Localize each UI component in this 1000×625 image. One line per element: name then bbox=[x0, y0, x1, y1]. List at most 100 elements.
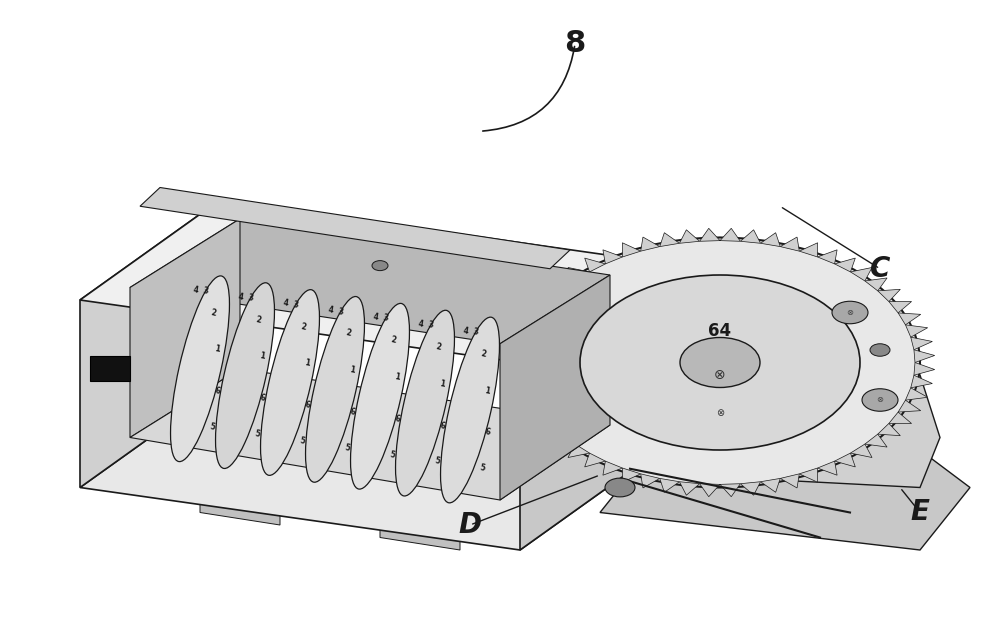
Polygon shape bbox=[380, 488, 460, 550]
Polygon shape bbox=[878, 424, 900, 436]
Polygon shape bbox=[660, 478, 679, 492]
Ellipse shape bbox=[306, 296, 364, 482]
Polygon shape bbox=[740, 230, 761, 243]
Circle shape bbox=[580, 275, 860, 450]
Text: 8: 8 bbox=[564, 29, 586, 58]
Polygon shape bbox=[761, 232, 780, 247]
Text: 2: 2 bbox=[300, 322, 306, 331]
Circle shape bbox=[870, 344, 890, 356]
Polygon shape bbox=[540, 424, 562, 436]
Polygon shape bbox=[911, 375, 932, 388]
Text: 3: 3 bbox=[202, 286, 209, 296]
Text: 3: 3 bbox=[247, 293, 254, 302]
Polygon shape bbox=[720, 228, 740, 241]
Text: 6: 6 bbox=[439, 421, 446, 431]
Polygon shape bbox=[911, 337, 932, 350]
Text: 1: 1 bbox=[349, 365, 356, 375]
Polygon shape bbox=[130, 369, 610, 500]
Circle shape bbox=[832, 301, 868, 324]
Ellipse shape bbox=[351, 303, 409, 489]
Polygon shape bbox=[799, 242, 818, 257]
Polygon shape bbox=[603, 461, 622, 475]
Circle shape bbox=[372, 261, 388, 271]
Polygon shape bbox=[850, 268, 872, 281]
Polygon shape bbox=[568, 268, 590, 281]
Polygon shape bbox=[80, 200, 660, 362]
Polygon shape bbox=[799, 468, 818, 482]
Polygon shape bbox=[600, 438, 970, 550]
Text: 4: 4 bbox=[373, 312, 379, 322]
Polygon shape bbox=[679, 230, 700, 243]
Polygon shape bbox=[641, 237, 660, 251]
Polygon shape bbox=[622, 242, 641, 257]
Text: 4: 4 bbox=[463, 326, 469, 336]
Polygon shape bbox=[500, 275, 610, 500]
Text: 4: 4 bbox=[328, 306, 334, 315]
Polygon shape bbox=[540, 289, 562, 301]
Polygon shape bbox=[100, 438, 180, 500]
Polygon shape bbox=[520, 262, 660, 550]
Polygon shape bbox=[889, 412, 912, 424]
Polygon shape bbox=[505, 350, 526, 362]
Polygon shape bbox=[865, 434, 887, 447]
Text: C: C bbox=[870, 255, 890, 282]
Text: 2: 2 bbox=[210, 308, 216, 318]
Polygon shape bbox=[620, 238, 940, 488]
Text: 5: 5 bbox=[299, 436, 306, 446]
Text: ⊗: ⊗ bbox=[716, 408, 724, 418]
Polygon shape bbox=[508, 337, 529, 350]
Polygon shape bbox=[700, 228, 720, 241]
Polygon shape bbox=[740, 482, 761, 495]
Text: 6: 6 bbox=[214, 386, 221, 396]
Ellipse shape bbox=[171, 276, 229, 462]
Polygon shape bbox=[835, 453, 855, 467]
Polygon shape bbox=[622, 468, 641, 482]
Text: 1: 1 bbox=[439, 379, 446, 389]
Text: 1: 1 bbox=[484, 386, 491, 396]
Text: 5: 5 bbox=[209, 422, 216, 432]
Text: 1: 1 bbox=[214, 344, 221, 354]
Polygon shape bbox=[528, 412, 551, 424]
Text: 3: 3 bbox=[382, 314, 389, 323]
Polygon shape bbox=[90, 356, 130, 381]
Text: 3: 3 bbox=[427, 321, 434, 330]
Polygon shape bbox=[553, 434, 575, 447]
Text: 6: 6 bbox=[394, 414, 401, 424]
Text: 2: 2 bbox=[390, 336, 396, 345]
Text: 4: 4 bbox=[193, 285, 199, 294]
Polygon shape bbox=[130, 219, 610, 344]
Polygon shape bbox=[700, 484, 720, 497]
Polygon shape bbox=[905, 325, 928, 337]
Polygon shape bbox=[818, 250, 837, 264]
Circle shape bbox=[520, 238, 920, 488]
Text: 6: 6 bbox=[259, 393, 266, 403]
Polygon shape bbox=[914, 362, 935, 375]
Polygon shape bbox=[898, 400, 921, 412]
Text: 4: 4 bbox=[283, 299, 289, 308]
Polygon shape bbox=[80, 388, 660, 550]
Circle shape bbox=[680, 338, 760, 388]
Polygon shape bbox=[585, 258, 605, 272]
Text: 3: 3 bbox=[337, 307, 344, 316]
Text: 5: 5 bbox=[479, 463, 486, 473]
Text: 3: 3 bbox=[472, 328, 479, 337]
Ellipse shape bbox=[396, 310, 454, 496]
Polygon shape bbox=[878, 289, 900, 301]
Text: ⊗: ⊗ bbox=[876, 396, 884, 404]
Polygon shape bbox=[568, 444, 590, 458]
Text: E: E bbox=[910, 499, 930, 526]
Polygon shape bbox=[905, 388, 928, 400]
Ellipse shape bbox=[261, 289, 319, 476]
Text: 2: 2 bbox=[435, 342, 441, 352]
Polygon shape bbox=[603, 250, 622, 264]
Text: 5: 5 bbox=[434, 456, 441, 466]
Polygon shape bbox=[585, 453, 605, 467]
Text: 4: 4 bbox=[418, 319, 424, 329]
Polygon shape bbox=[519, 313, 542, 325]
Text: 3: 3 bbox=[292, 300, 299, 309]
Polygon shape bbox=[761, 478, 780, 492]
Polygon shape bbox=[780, 474, 799, 488]
Polygon shape bbox=[140, 188, 570, 269]
Polygon shape bbox=[835, 258, 855, 272]
Polygon shape bbox=[914, 350, 935, 362]
